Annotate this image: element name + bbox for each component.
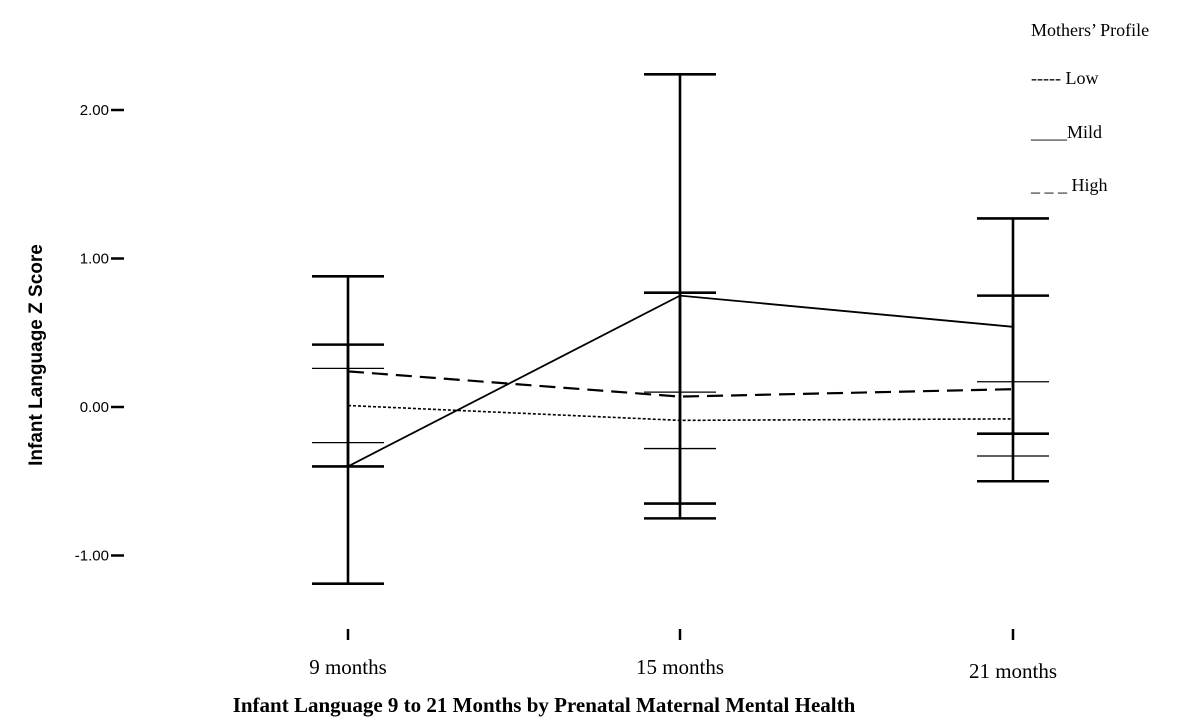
legend-title: Mothers’ Profile: [1031, 20, 1149, 40]
error-bars: [312, 73, 1049, 586]
series-line-mild: [347, 294, 1014, 468]
legend: Mothers’ Profile ----- Low ____Mild _ _ …: [1030, 20, 1149, 195]
y-tick-label: 2.00: [80, 102, 109, 119]
series-line-high: [347, 370, 1014, 398]
y-axis-label: Infant Language Z Score: [26, 244, 47, 466]
legend-entry-low: ----- Low: [1031, 68, 1098, 88]
x-axis: 9 months 15 months 21 months: [309, 629, 1057, 683]
y-tick-label: 0.00: [80, 399, 109, 416]
y-tick-label: -1.00: [75, 548, 109, 565]
legend-entry-mild: ____Mild: [1030, 122, 1102, 142]
x-tick-label: 21 months: [969, 659, 1057, 683]
y-axis: -1.00 0.00 1.00 2.00: [75, 102, 124, 565]
series-lines: [347, 294, 1014, 468]
x-tick-label: 15 months: [636, 655, 724, 679]
x-tick-label: 9 months: [309, 655, 387, 679]
legend-entry-high: _ _ _ High: [1030, 175, 1108, 195]
y-tick-label: 1.00: [80, 251, 109, 268]
chart-title: Infant Language 9 to 21 Months by Prenat…: [233, 693, 856, 717]
